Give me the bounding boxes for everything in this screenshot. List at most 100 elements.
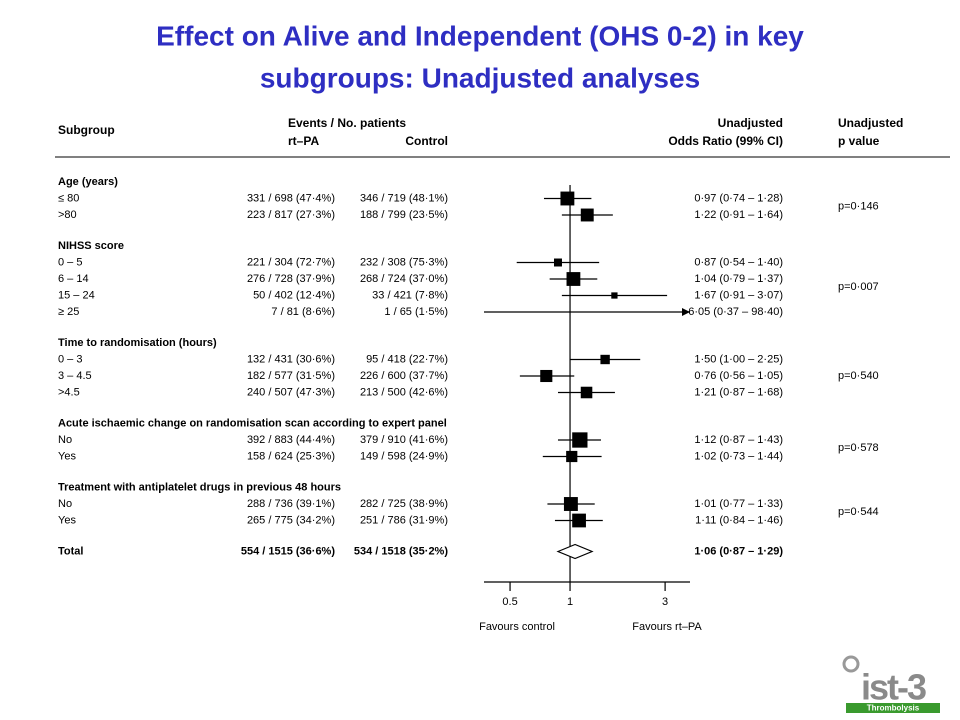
or-label: 1·22 (0·91 – 1·64) [694, 209, 783, 221]
odds-ratio-square [566, 450, 578, 463]
header: Odds Ratio (99% CI) [668, 134, 783, 148]
row-label: 15 – 24 [58, 289, 95, 301]
row-label: 0 – 3 [58, 353, 82, 365]
header: Unadjusted [838, 116, 903, 130]
p-value: p=0·578 [838, 442, 879, 454]
group-title: Acute ischaemic change on randomisation … [58, 417, 447, 429]
logo-dot [842, 655, 860, 673]
rtpa-events: 221 / 304 (72·7%) [247, 256, 335, 268]
odds-ratio-square [553, 258, 562, 267]
control-events: 232 / 308 (75·3%) [360, 256, 448, 268]
control-events: 95 / 418 (22·7%) [366, 353, 448, 365]
or-label: 1·06 (0·87 – 1·29) [694, 545, 783, 557]
or-label: 1·11 (0·84 – 1·46) [695, 514, 783, 526]
logo: ist-3 Thrombolysis [842, 655, 940, 713]
x-tick-label: 1 [567, 596, 573, 608]
rtpa-events: 265 / 775 (34·2%) [247, 514, 335, 526]
group-title: Time to randomisation (hours) [58, 337, 217, 349]
control-events: 379 / 910 (41·6%) [360, 434, 448, 446]
rtpa-events: 132 / 431 (30·6%) [247, 353, 335, 365]
logo-name: ist-3 [861, 667, 926, 708]
x-tick-label: 3 [662, 596, 668, 608]
odds-ratio-square [611, 292, 618, 299]
p-value: p=0·544 [838, 506, 879, 518]
control-events: 188 / 799 (23·5%) [360, 209, 448, 221]
row-label: ≥ 25 [58, 306, 79, 318]
odds-ratio-square [580, 386, 593, 399]
title-line: Effect on Alive and Independent (OHS 0-2… [156, 20, 804, 51]
row-label: No [58, 498, 72, 510]
control-events: 226 / 600 (37·7%) [360, 370, 448, 382]
header: rt–PA [288, 134, 319, 148]
ci-arrow [682, 308, 690, 316]
control-events: 213 / 500 (42·6%) [360, 386, 448, 398]
row-label: >4.5 [58, 386, 80, 398]
odds-ratio-square [560, 191, 575, 206]
title-line: subgroups: Unadjusted analyses [260, 62, 700, 93]
header: Control [405, 134, 448, 148]
row-label: Total [58, 545, 83, 557]
row-label: 0 – 5 [58, 256, 82, 268]
row-label: ≤ 80 [58, 192, 79, 204]
or-label: 1·67 (0·91 – 3·07) [694, 289, 783, 301]
odds-ratio-square [566, 272, 581, 286]
row-label: 3 – 4.5 [58, 370, 92, 382]
control-events: 268 / 724 (37·0%) [360, 273, 448, 285]
rtpa-events: 158 / 624 (25·3%) [247, 450, 335, 462]
control-events: 33 / 421 (7·8%) [372, 289, 448, 301]
or-label: 1·04 (0·79 – 1·37) [694, 273, 783, 285]
rtpa-events: 392 / 883 (44·4%) [247, 434, 335, 446]
or-label: 0·97 (0·74 – 1·28) [694, 192, 783, 204]
logo-tag: Thrombolysis [867, 704, 920, 713]
total-diamond [556, 543, 594, 560]
rtpa-events: 7 / 81 (8·6%) [271, 306, 335, 318]
p-value: p=0·540 [838, 370, 879, 382]
p-value: p=0·007 [838, 281, 879, 293]
odds-ratio-square [540, 369, 553, 383]
rtpa-events: 223 / 817 (27·3%) [247, 209, 335, 221]
group-title: NIHSS score [58, 240, 124, 252]
x-label: Favours rt–PA [632, 621, 702, 633]
control-events: 346 / 719 (48·1%) [360, 192, 448, 204]
control-events: 282 / 725 (38·9%) [360, 498, 448, 510]
odds-ratio-square [600, 354, 610, 365]
header: Unadjusted [718, 116, 783, 130]
odds-ratio-square [563, 497, 578, 511]
or-label: 0·76 (0·56 – 1·05) [694, 370, 783, 382]
row-label: Yes [58, 514, 76, 526]
odds-ratio-square [572, 432, 588, 448]
or-label: 1·50 (1·00 – 2·25) [694, 353, 783, 365]
x-label: Favours control [479, 621, 555, 633]
control-events: 1 / 65 (1·5%) [384, 306, 448, 318]
control-events: 251 / 786 (31·9%) [360, 514, 448, 526]
rtpa-events: 276 / 728 (37·9%) [247, 273, 335, 285]
or-label: 1·01 (0·77 – 1·33) [694, 498, 783, 510]
p-value: p=0·146 [838, 201, 879, 213]
or-label: 0·87 (0·54 – 1·40) [694, 256, 783, 268]
odds-ratio-square [572, 513, 586, 528]
odds-ratio-square [580, 208, 594, 222]
rtpa-events: 288 / 736 (39·1%) [247, 498, 335, 510]
header: Subgroup [58, 123, 115, 137]
rtpa-events: 182 / 577 (31·5%) [247, 370, 335, 382]
header: Events / No. patients [288, 116, 406, 130]
row-label: No [58, 434, 72, 446]
or-label: 1·12 (0·87 – 1·43) [694, 434, 783, 446]
or-label: 1·02 (0·73 – 1·44) [694, 450, 783, 462]
or-label: 1·21 (0·87 – 1·68) [694, 386, 783, 398]
rtpa-events: 240 / 507 (47·3%) [247, 386, 335, 398]
logo-bar [846, 703, 940, 713]
row-label: >80 [58, 209, 77, 221]
header: p value [838, 134, 880, 148]
row-label: Yes [58, 450, 76, 462]
row-label: 6 – 14 [58, 273, 89, 285]
control-events: 149 / 598 (24·9%) [360, 450, 448, 462]
rtpa-events: 50 / 402 (12·4%) [253, 289, 335, 301]
control-events: 534 / 1518 (35·2%) [354, 545, 449, 557]
group-title: Treatment with antiplatelet drugs in pre… [58, 481, 341, 493]
group-title: Age (years) [58, 176, 118, 188]
or-label: 6·05 (0·37 – 98·40) [688, 306, 783, 318]
x-tick-label: 0.5 [502, 596, 517, 608]
rtpa-events: 554 / 1515 (36·6%) [241, 545, 336, 557]
